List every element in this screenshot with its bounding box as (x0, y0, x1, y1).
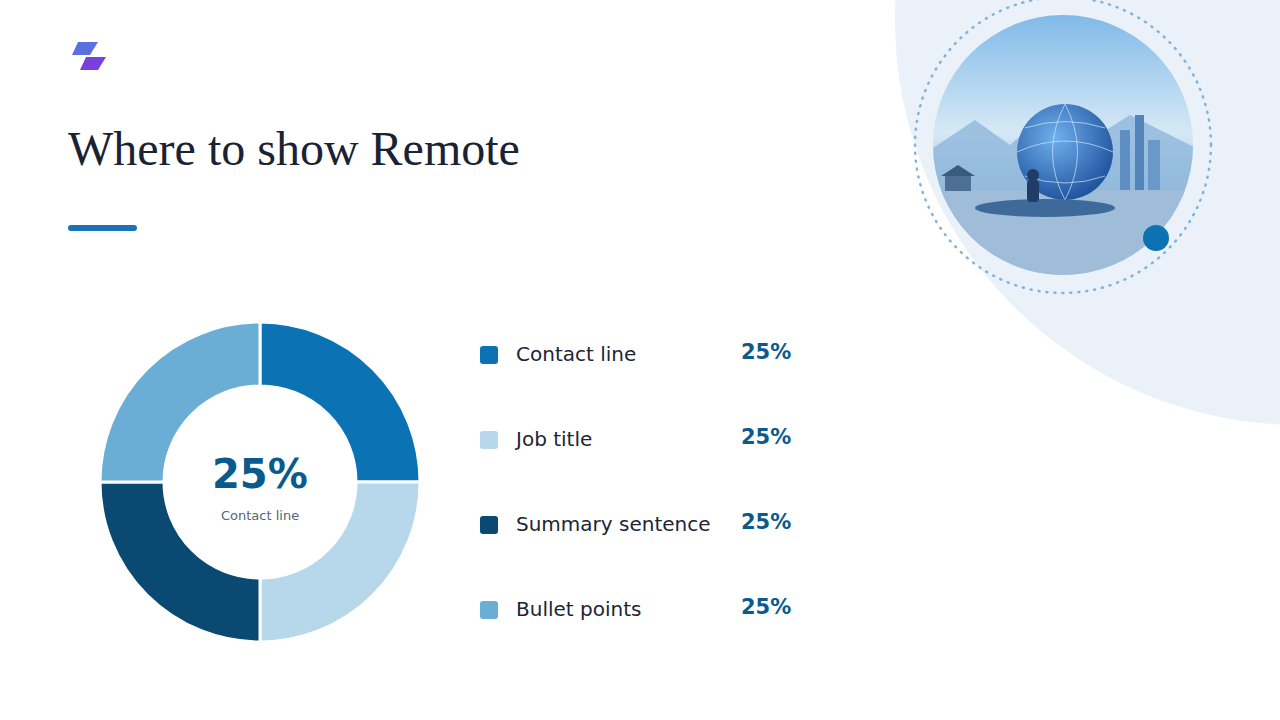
html-text:25%: 25% (741, 340, 792, 364)
html-text:25%: 25% (741, 595, 792, 619)
html-text:Summary sentence: Summary sentence (516, 512, 711, 536)
html-text:Job title: Job title (516, 427, 593, 451)
svg-text:25%: 25% (212, 451, 308, 497)
html-text:25%: 25% (741, 425, 792, 449)
html-text:Bullet points: Bullet points (516, 597, 642, 621)
svg-text:Contact line: Contact line (221, 508, 299, 523)
svg-text:Where to show Remote: Where to show Remote (68, 122, 520, 175)
html-text:Contact line: Contact line (516, 342, 637, 366)
html-text:25%: 25% (741, 510, 792, 534)
